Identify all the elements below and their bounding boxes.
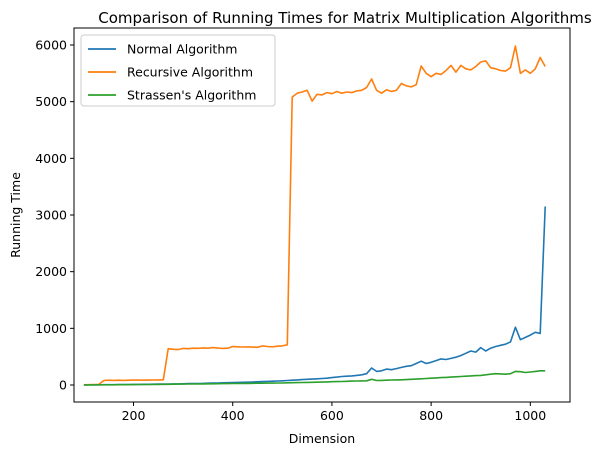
x-tick-label: 800 — [419, 408, 443, 423]
legend-box — [80, 34, 276, 107]
y-tick-label: 2000 — [35, 264, 67, 279]
x-tick-label: 1000 — [514, 408, 546, 423]
x-axis: 200 400 600 800 1000 — [122, 402, 546, 423]
y-tick-label: 6000 — [35, 38, 67, 53]
legend: Normal Algorithm Recursive Algorithm Stras… — [80, 34, 276, 107]
legend-label-2: Strassen's Algorithm — [127, 88, 256, 103]
x-tick-label: 600 — [320, 408, 344, 423]
plot-area — [83, 45, 546, 386]
legend-label-1: Recursive Algorithm — [127, 65, 253, 80]
chart-title: Comparison of Running Times for Matrix M… — [98, 9, 592, 27]
series-line-2 — [83, 369, 546, 386]
y-tick-label: 0 — [59, 378, 67, 393]
y-tick-label: 5000 — [35, 94, 67, 109]
y-tick-label: 1000 — [35, 321, 67, 336]
x-tick-label: 200 — [122, 408, 146, 423]
series-line-0 — [83, 206, 546, 386]
legend-label-0: Normal Algorithm — [127, 42, 237, 57]
y-tick-label: 3000 — [35, 208, 67, 223]
y-axis-label: Running Time — [8, 172, 23, 258]
y-axis: 0 1000 2000 3000 4000 5000 6000 — [35, 38, 74, 393]
x-axis-label: Dimension — [289, 431, 355, 446]
y-tick-label: 4000 — [35, 151, 67, 166]
x-tick-label: 400 — [221, 408, 245, 423]
series-line-1 — [83, 45, 546, 386]
